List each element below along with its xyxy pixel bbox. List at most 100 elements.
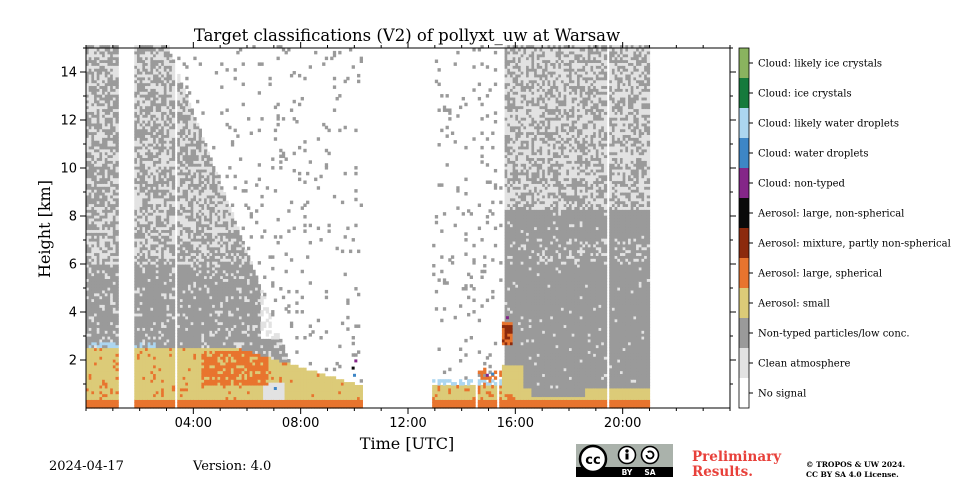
heatmap-cell bbox=[94, 143, 98, 147]
heatmap-cell bbox=[142, 330, 146, 334]
heatmap-cell bbox=[209, 379, 213, 383]
heatmap-cell bbox=[198, 338, 202, 343]
heatmap-cell bbox=[115, 284, 119, 288]
heatmap-cell bbox=[102, 88, 106, 92]
heatmap-cell bbox=[96, 304, 101, 308]
heatmap-cell bbox=[94, 151, 98, 156]
heatmap-cell bbox=[115, 390, 119, 395]
heatmap-cell bbox=[196, 220, 200, 225]
heatmap-cell bbox=[169, 65, 173, 69]
heatmap-cell bbox=[190, 145, 194, 150]
heatmap-cell bbox=[153, 238, 157, 242]
heatmap-cell bbox=[150, 192, 154, 196]
heatmap-cell bbox=[112, 347, 117, 351]
heatmap-cell bbox=[112, 238, 117, 242]
heatmap-cell bbox=[86, 364, 90, 369]
heatmap-cell bbox=[104, 295, 109, 300]
heatmap-cell bbox=[147, 278, 151, 282]
heatmap-cell bbox=[177, 131, 181, 135]
heatmap-cell bbox=[206, 327, 211, 331]
heatmap-cell bbox=[201, 249, 205, 254]
heatmap-cell bbox=[158, 272, 162, 277]
heatmap-cell bbox=[139, 272, 143, 277]
heatmap-cell bbox=[145, 258, 149, 262]
heatmap-cell bbox=[212, 232, 216, 236]
heatmap-cell bbox=[139, 151, 143, 156]
heatmap-cell bbox=[196, 281, 200, 285]
heatmap-cell bbox=[139, 281, 143, 285]
heatmap-cell bbox=[158, 197, 162, 202]
heatmap-cell bbox=[134, 287, 138, 291]
heatmap-cell bbox=[88, 223, 92, 228]
heatmap-cell bbox=[155, 387, 160, 392]
heatmap-cell bbox=[163, 194, 168, 199]
heatmap-cell bbox=[214, 203, 219, 207]
heatmap-cell bbox=[155, 232, 160, 236]
heatmap-cell bbox=[139, 50, 143, 55]
heatmap-cell bbox=[182, 344, 186, 349]
heatmap-cell bbox=[112, 56, 117, 61]
heatmap-cell bbox=[136, 145, 141, 150]
heatmap-cell bbox=[139, 108, 143, 112]
heatmap-cell bbox=[139, 405, 143, 409]
heatmap-cell bbox=[201, 212, 205, 216]
heatmap-cell bbox=[107, 82, 111, 87]
heatmap-cell bbox=[110, 390, 114, 395]
heatmap-cell bbox=[171, 336, 176, 340]
heatmap-cell bbox=[88, 102, 92, 107]
heatmap-cell bbox=[201, 379, 205, 383]
heatmap-cell bbox=[96, 275, 101, 279]
heatmap-cell bbox=[136, 183, 141, 187]
heatmap-cell bbox=[115, 117, 119, 121]
heatmap-cell bbox=[107, 65, 111, 69]
heatmap-cell bbox=[134, 151, 138, 156]
heatmap-cell bbox=[102, 197, 106, 202]
heatmap-cell bbox=[155, 73, 160, 78]
heatmap-cell bbox=[94, 376, 98, 380]
heatmap-cell bbox=[187, 203, 192, 207]
heatmap-cell bbox=[91, 203, 95, 207]
heatmap-cell bbox=[91, 272, 95, 277]
heatmap-cell bbox=[187, 143, 192, 147]
heatmap-cell bbox=[99, 215, 103, 219]
heatmap-cell bbox=[104, 50, 109, 55]
heatmap-cell bbox=[96, 238, 101, 242]
heatmap-cell bbox=[204, 399, 208, 403]
heatmap-cell bbox=[190, 186, 194, 190]
heatmap-cell bbox=[91, 125, 95, 130]
heatmap-cell bbox=[204, 390, 208, 395]
heatmap-cell bbox=[155, 312, 160, 317]
heatmap-cell bbox=[136, 359, 141, 363]
heatmap-cell bbox=[177, 390, 181, 395]
heatmap-cell bbox=[134, 356, 138, 360]
heatmap-cell bbox=[166, 387, 170, 392]
heatmap-cell bbox=[153, 166, 157, 170]
heatmap-cell bbox=[134, 330, 138, 334]
heatmap-cell bbox=[150, 48, 154, 52]
heatmap-cell bbox=[169, 203, 173, 207]
heatmap-cell bbox=[163, 85, 168, 89]
heatmap-cell bbox=[198, 269, 202, 274]
heatmap-cell bbox=[182, 281, 186, 285]
heatmap-cell bbox=[171, 171, 176, 176]
heatmap-cell bbox=[209, 266, 213, 271]
heatmap-cell bbox=[110, 238, 114, 242]
heatmap-cell bbox=[158, 321, 162, 326]
heatmap-cell bbox=[88, 91, 92, 95]
heatmap-cell bbox=[136, 82, 141, 87]
heatmap-cell bbox=[104, 315, 109, 320]
heatmap-cell bbox=[214, 177, 219, 182]
heatmap-cell bbox=[166, 102, 170, 107]
heatmap-cell bbox=[150, 235, 154, 239]
heatmap-cell bbox=[136, 252, 141, 256]
heatmap-cell bbox=[136, 220, 141, 225]
heatmap-cell bbox=[182, 200, 186, 205]
heatmap-cell bbox=[163, 189, 168, 193]
heatmap-cell bbox=[166, 304, 170, 308]
heatmap-cell bbox=[110, 226, 114, 231]
heatmap-cell bbox=[158, 71, 162, 75]
heatmap-cell bbox=[136, 235, 141, 239]
heatmap-cell bbox=[212, 243, 216, 248]
heatmap-cell bbox=[110, 350, 114, 354]
heatmap-cell bbox=[91, 353, 95, 357]
